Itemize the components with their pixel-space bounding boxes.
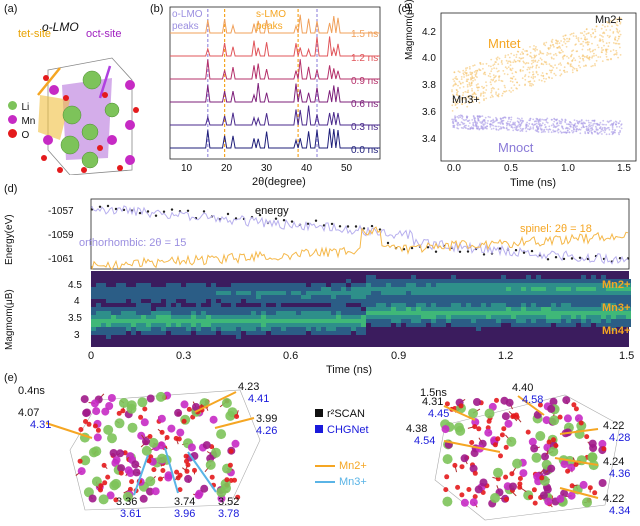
- c-xtick-0: 0.0: [447, 163, 461, 174]
- legend-r2scan: r²SCAN: [315, 408, 365, 420]
- c-xtick-3: 1.5: [617, 163, 631, 174]
- c-mn2: Mn2+: [595, 14, 623, 26]
- xrd-tick-40: 40: [301, 163, 313, 174]
- d-xtick-4: 1.2: [498, 350, 514, 362]
- d-ytick-bot-3: 3: [74, 330, 80, 341]
- d-ortho-label: orthorhombic: 2θ = 15: [79, 237, 187, 249]
- xrd-tick-10: 10: [181, 163, 193, 174]
- d-xtick-5: 1.5: [619, 350, 635, 362]
- left-value-5: 3.52 3.78: [218, 496, 240, 520]
- d-mn2: Mn2+: [602, 279, 631, 291]
- d-spinel-label: spinel: 2θ = 18: [520, 223, 592, 235]
- panel-b-letter: (b): [150, 3, 164, 15]
- d-ylabel-bottom: Magmom(μB): [4, 289, 15, 350]
- d-mn3: Mn3+: [602, 302, 631, 314]
- legend-mn: Mn: [8, 111, 35, 129]
- c-ytick-0: 4.2: [422, 27, 436, 38]
- c-mn3: Mn3+: [452, 94, 480, 106]
- d-energy-label: energy: [255, 205, 289, 217]
- time-label-5: 0.0 ns: [351, 145, 379, 156]
- legend-li: Li: [8, 97, 29, 115]
- d-ylabel-top: Energy(eV): [4, 214, 15, 265]
- time-label-0: 1.5 ns: [351, 29, 379, 40]
- oct-site-label: oct-site: [86, 28, 122, 40]
- xrd-tick-50: 50: [341, 163, 353, 174]
- time-label-4: 0.3 ns: [351, 122, 379, 133]
- c-xlabel: Time (ns): [510, 177, 557, 189]
- right-value-1: 4.31 4.45: [422, 396, 450, 420]
- c-ytick-4: 3.4: [422, 134, 436, 145]
- magmom-scatter: [440, 12, 637, 162]
- legend-o: O: [8, 125, 29, 143]
- d-xtick-3: 0.9: [391, 350, 407, 362]
- xrd-tick-30: 30: [261, 163, 273, 174]
- right-value-2: 4.38 4.54: [406, 423, 436, 447]
- energy-magmom-plot: [90, 198, 631, 347]
- e-right-time: 1.5ns: [420, 387, 447, 399]
- d-ytick-top-2: -1061: [48, 254, 74, 265]
- olmo-peaks-label: o-LMO peaks: [172, 9, 203, 32]
- slmo-peaks-label: s-LMO peaks: [256, 9, 286, 32]
- olmo-structure: [37, 57, 139, 175]
- xrd-plot: [169, 6, 381, 160]
- tet-arrow: [37, 67, 61, 96]
- d-xlabel: Time (ns): [326, 364, 373, 376]
- d-ytick-bot-0: 4.5: [68, 280, 82, 291]
- panel-d-letter: (d): [4, 183, 18, 195]
- time-label-2: 0.9 ns: [351, 76, 379, 87]
- oct-arrow: [98, 65, 112, 99]
- d-xtick-0: 0: [88, 350, 95, 362]
- c-ytick-1: 4.0: [422, 53, 436, 64]
- d-xtick-1: 0.3: [176, 350, 192, 362]
- left-value-4: 3.74 3.96: [174, 496, 196, 520]
- c-mn-oct: Mnoct: [498, 140, 534, 155]
- legend-mn2-line: Mn2+: [315, 460, 367, 472]
- left-structure: [69, 389, 261, 511]
- xrd-xlabel: 2θ(degree): [252, 176, 306, 188]
- panel-c-letter: (c): [398, 3, 411, 15]
- panel-a-letter: (a): [4, 3, 18, 15]
- d-ytick-top-0: -1057: [48, 206, 74, 217]
- right-value-0: 4.40 4.58: [512, 382, 544, 406]
- callout-lines: [45, 391, 599, 499]
- panel-e-letter: (e): [4, 372, 18, 384]
- legend-mn3-line: Mn3+: [315, 476, 367, 488]
- e-left-time: 0.4ns: [18, 385, 45, 397]
- d-ytick-top-1: -1059: [48, 230, 74, 241]
- left-value-1: 4.23 4.41: [238, 381, 270, 405]
- d-ytick-bot-2: 3.5: [68, 313, 82, 324]
- right-value-5: 4.22 4.34: [603, 493, 631, 517]
- time-label-1: 1.2 ns: [351, 53, 379, 64]
- right-structure: [434, 394, 621, 521]
- right-value-4: 4.24 4.36: [603, 456, 631, 480]
- c-xtick-2: 1.0: [561, 163, 575, 174]
- right-value-3: 4.22 4.28: [603, 420, 631, 444]
- c-mn-tet: Mntet: [488, 36, 521, 51]
- left-value-2: 3.99 4.26: [256, 413, 278, 437]
- c-ylabel: Magmom(μB): [404, 0, 415, 60]
- xrd-tick-20: 20: [221, 163, 233, 174]
- left-value-0: 4.07 4.31: [18, 407, 52, 431]
- c-xtick-1: 0.5: [504, 163, 518, 174]
- d-ytick-bot-1: 4: [74, 296, 80, 307]
- left-value-3: 3.36 3.61: [116, 496, 142, 520]
- d-xtick-2: 0.6: [283, 350, 299, 362]
- legend-chgnet: CHGNet: [315, 424, 369, 436]
- d-mn4: Mn4+: [602, 325, 631, 337]
- time-label-3: 0.6 ns: [351, 99, 379, 110]
- c-ytick-3: 3.6: [422, 107, 436, 118]
- c-ytick-2: 3.8: [422, 80, 436, 91]
- tet-site-label: tet-site: [18, 28, 52, 40]
- panel-a-title: o-LMO: [42, 20, 79, 34]
